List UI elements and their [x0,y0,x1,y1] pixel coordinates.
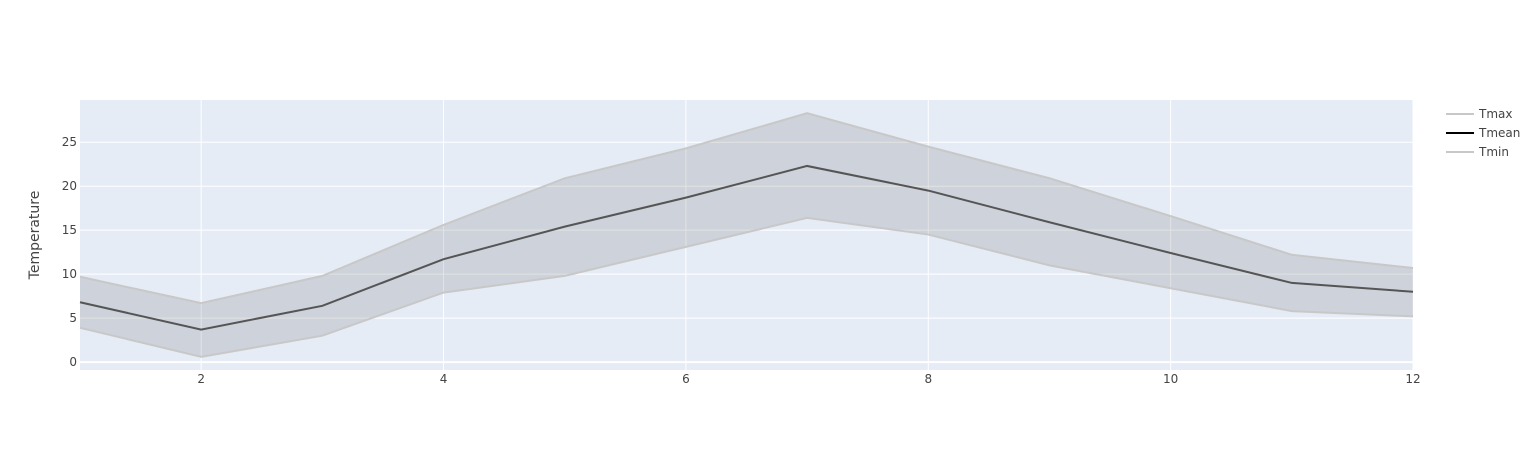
x-tick-label: 6 [682,372,690,386]
plot-area [80,100,1413,370]
y-tick-label: 15 [62,223,77,237]
x-axis: 2 4 6 8 10 12 [197,372,1420,386]
x-tick-label: 10 [1163,372,1178,386]
y-tick-label: 20 [62,179,77,193]
legend-label: Tmin [1478,145,1509,159]
series-line-tmean[interactable] [79,164,1414,331]
legend[interactable]: Tmax Tmean Tmin [1446,107,1520,159]
y-tick-label: 0 [69,355,77,369]
x-tick-label: 4 [440,372,448,386]
grid [80,100,1414,370]
y-axis-title: Temperature [27,191,43,281]
y-tick-label: 10 [62,267,77,281]
legend-item-tmax[interactable]: Tmax [1446,107,1512,121]
y-tick-label: 5 [69,311,77,325]
legend-label: Tmean [1478,126,1520,140]
band-layer [80,113,1413,357]
x-tick-label: 8 [924,372,932,386]
series-line-tmin[interactable] [79,216,1414,358]
x-tick-label: 12 [1405,372,1420,386]
x-tick-label: 2 [197,372,205,386]
y-axis: 0 5 10 15 20 25 [62,135,77,369]
y-tick-label: 25 [62,135,77,149]
legend-label: Tmax [1478,107,1512,121]
series-line-tmax[interactable] [79,112,1414,305]
legend-item-tmin[interactable]: Tmin [1446,145,1509,159]
temperature-band [80,113,1413,357]
legend-item-tmean[interactable]: Tmean [1446,126,1520,140]
line-layer [79,112,1414,358]
